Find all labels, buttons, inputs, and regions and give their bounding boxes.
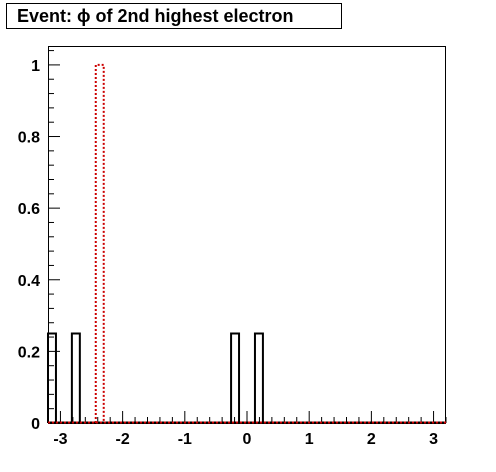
x-tick-label: -3: [53, 431, 67, 448]
y-tick-label: 1: [31, 58, 40, 75]
histogram-bin: [253, 332, 264, 423]
y-axis: 0 0.2 0.4 0.6 0.8 1: [18, 50, 60, 433]
x-tick-label: 3: [429, 431, 438, 448]
histogram-bin: [47, 332, 57, 423]
histogram-bin: [230, 332, 241, 423]
x-tick-label: -2: [116, 431, 130, 448]
x-tick-label: -1: [178, 431, 192, 448]
histogram-bin: [70, 332, 81, 423]
x-tick-label: 1: [305, 431, 314, 448]
histogram-series: [47, 63, 446, 424]
histogram-bin: [94, 63, 105, 423]
chart-title-text: Event: ϕ of 2nd highest electron: [17, 5, 294, 26]
y-tick-label: 0.2: [18, 344, 40, 361]
chart-title: Event: ϕ of 2nd highest electron: [6, 3, 342, 29]
y-tick-label: 0.8: [18, 130, 40, 147]
x-tick-label: 2: [367, 431, 376, 448]
x-axis: -3 -2 -1 0 1 2 3: [47, 411, 447, 448]
x-tick-label: 0: [243, 431, 252, 448]
plot-frame: [48, 46, 446, 424]
y-tick-label: 0.4: [18, 273, 40, 290]
y-tick-label: 0: [31, 416, 40, 433]
y-tick-label: 0.6: [18, 201, 40, 218]
